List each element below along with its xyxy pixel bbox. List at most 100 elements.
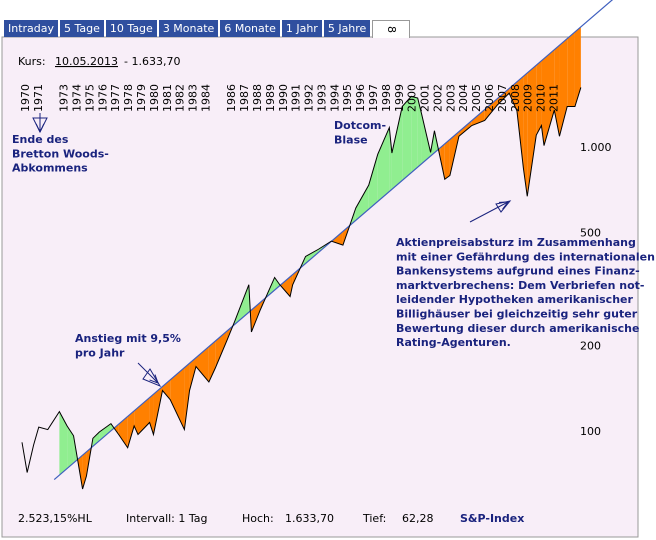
plot	[21, 0, 614, 490]
arrow	[502, 201, 509, 210]
area-fill	[99, 423, 111, 441]
x-tick-label: 2004	[457, 84, 470, 112]
x-tick-label: 1987	[238, 84, 251, 112]
area-fill	[67, 425, 74, 469]
tab-label[interactable]: 1 Jahr	[285, 22, 318, 35]
price-line	[21, 87, 582, 490]
tab-label[interactable]: 5 Tage	[64, 22, 100, 35]
area-fill	[458, 120, 472, 137]
area-fill	[536, 60, 542, 136]
area-fill	[411, 96, 418, 173]
annotation: Bankensystems aufgrund eines Finanz-	[396, 265, 640, 278]
tab-label[interactable]: Intraday	[8, 22, 55, 35]
x-tick-label: 1999	[393, 84, 406, 112]
annotation: Abkommens	[12, 162, 88, 175]
footer-high-label: Hoch:	[242, 512, 274, 525]
tab[interactable]: Intraday	[4, 20, 59, 37]
x-tick-label: 1990	[277, 84, 290, 112]
x-tick-label: 1971	[32, 84, 45, 112]
area-fill	[377, 127, 390, 202]
tab-label[interactable]: 5 Jahre	[327, 22, 367, 35]
area-fill	[497, 88, 510, 105]
x-tick-label: 1970	[19, 84, 32, 112]
area-fill	[59, 411, 68, 476]
x-tick-label: 1982	[174, 84, 187, 112]
area-fill	[114, 424, 119, 435]
area-fill	[574, 26, 581, 107]
x-tick-label: 2005	[470, 84, 483, 112]
footer-high: 1.633,70	[285, 512, 334, 525]
area-fill	[516, 76, 524, 169]
arrow	[469, 201, 509, 223]
area-fill	[189, 357, 196, 391]
area-fill	[208, 341, 216, 382]
area-fill	[523, 72, 528, 197]
arrow	[495, 200, 512, 213]
x-tick-label: 2006	[483, 84, 496, 112]
x-tick-label: 2008	[509, 84, 522, 112]
x-tick-label: 2010	[535, 84, 548, 112]
x-tick-label: 2001	[419, 84, 432, 112]
annotation: leidender Hypotheken amerikanischer	[396, 293, 633, 306]
area-fill	[251, 302, 261, 332]
x-tick-label: 1984	[199, 84, 212, 112]
area-fill	[559, 38, 568, 137]
annotation: marktverbrechens: Dem Verbriefen not-	[396, 279, 644, 292]
arrow	[149, 379, 159, 384]
annotation: Dotcom-	[334, 119, 386, 132]
annotation: Bewertung dieser durch amerikanische	[396, 322, 639, 335]
x-tick-label: 1973	[58, 84, 71, 112]
tab[interactable]: 6 Monate	[220, 20, 280, 37]
x-tick-label: 1975	[83, 84, 96, 112]
footer-hl: 2.523,15%HL	[18, 512, 93, 525]
area-fill	[368, 154, 378, 210]
tab-label[interactable]: 10 Tage	[109, 22, 153, 35]
area-fill	[389, 127, 392, 192]
x-tick-label: 1986	[225, 84, 238, 112]
area-fill	[82, 451, 87, 489]
x-tick-label: 1978	[122, 84, 135, 112]
area-fill	[280, 276, 291, 297]
tab-label[interactable]: 6 Monate	[224, 22, 276, 35]
annotation: Blase	[334, 133, 368, 146]
x-tick-label: 1994	[328, 84, 341, 112]
area-fill	[440, 143, 445, 180]
tab[interactable]: 5 Tage	[60, 20, 104, 37]
tab[interactable]: 8	[372, 20, 411, 38]
area-fill	[509, 81, 517, 111]
x-tick-label: 1983	[187, 84, 200, 112]
trend-line	[53, 0, 614, 481]
x-tick-label: 1996	[354, 84, 367, 112]
area-fill	[417, 97, 422, 168]
area-fill	[184, 363, 190, 430]
annotation: Rating-Agenturen.	[396, 336, 511, 349]
area-fill	[421, 113, 431, 164]
footer-low: 62,28	[402, 512, 434, 525]
annotation: Aktienpreisabsturz im Zusammenhang	[396, 236, 636, 249]
x-tick-label: 1992	[303, 84, 316, 112]
y-tick-label: 100	[580, 425, 601, 438]
tab-label[interactable]: 8	[384, 26, 398, 33]
tab-label[interactable]: 3 Monate	[162, 22, 215, 35]
area-fill	[274, 277, 280, 291]
kurs-date[interactable]: 10.05.2013	[55, 55, 118, 68]
footer-low-label: Tief:	[362, 512, 386, 525]
area-fill	[127, 410, 135, 448]
annotation: Ende des	[12, 133, 69, 146]
area-fill	[444, 139, 450, 180]
x-tick-label: 1989	[264, 84, 277, 112]
x-tick-label: 1980	[148, 84, 161, 112]
y-tick-label: 1.000	[580, 141, 612, 154]
annotation: Billighäuser bei gleichzeitig sehr guter	[396, 308, 638, 321]
tab-bar: Intraday 5 Tage 10 Tage 3 Monate 6 Monate 1 J…	[4, 20, 411, 38]
area-fill	[527, 65, 537, 197]
tab[interactable]: 1 Jahr	[281, 20, 322, 37]
tab[interactable]: 10 Tage	[105, 20, 157, 37]
tab[interactable]: 3 Monate	[158, 20, 219, 37]
area-fill	[554, 45, 560, 137]
x-tick-label: 1997	[367, 84, 380, 112]
x-tick-label: 1981	[161, 84, 174, 112]
tab[interactable]: 5 Jahre	[323, 20, 371, 37]
area-fill	[305, 249, 319, 264]
